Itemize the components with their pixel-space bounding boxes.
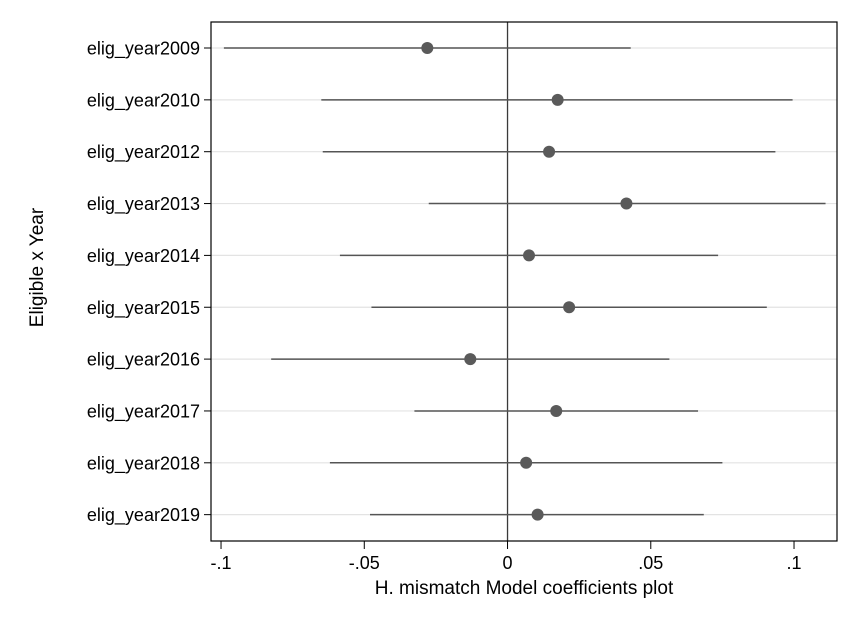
x-tick-label: .1 [787,553,802,573]
y-tick-label: elig_year2015 [87,298,200,319]
point-estimates [421,42,633,521]
point-estimate [550,404,563,417]
x-tick-label: 0 [503,553,513,573]
y-axis-title: Eligible x Year [27,207,48,327]
point-estimate [531,508,544,521]
y-tick-label: elig_year2019 [87,505,200,526]
y-tick-label: elig_year2018 [87,453,200,474]
point-estimate [620,197,633,210]
x-axis-title: H. mismatch Model coefficients plot [375,578,674,599]
y-tick-label: elig_year2016 [87,350,200,371]
point-estimate [464,353,477,366]
point-estimate [551,93,564,106]
point-estimate [523,249,536,262]
y-tick-label: elig_year2012 [87,142,200,163]
point-estimate [543,145,556,158]
x-tick-label: .05 [638,553,663,573]
point-estimate [520,456,533,469]
y-tick-label: elig_year2014 [87,246,200,267]
x-tick-label: -.1 [211,553,232,573]
plot-frame [210,21,838,542]
y-tick-label: elig_year2013 [87,194,200,215]
y-axis: elig_year2009 elig_year2010 elig_year2012e… [87,39,211,526]
point-estimate [421,42,434,54]
gridlines [211,47,837,516]
y-tick-label: elig_year2017 [87,401,200,422]
point-estimate [563,301,576,314]
y-tick-label: elig_year2010 [87,90,200,111]
y-tick-label: elig_year2009 [87,39,200,60]
x-tick-label: -.05 [349,553,380,573]
confidence-intervals [223,47,826,516]
x-axis: -.1 -.05 0 .05 .1 [211,541,802,573]
